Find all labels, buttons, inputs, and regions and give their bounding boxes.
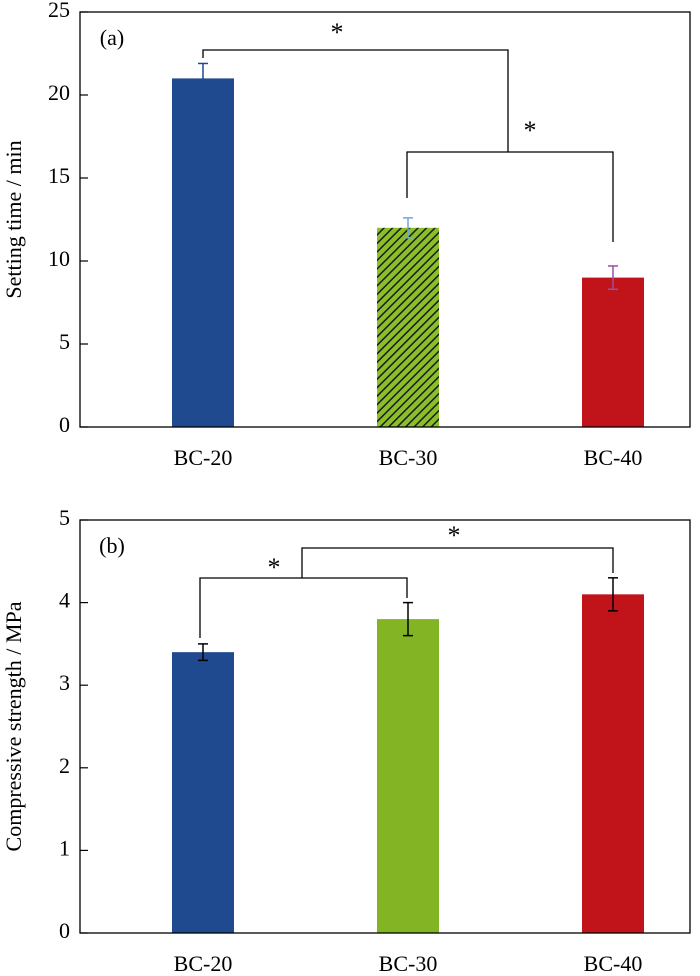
y-tick-label: 2 [59,753,70,778]
error-bar [198,643,208,662]
x-tick-label: BC-40 [584,445,643,470]
significance-star: * [524,116,537,145]
y-tick-label: 3 [59,670,70,695]
significance-bracket [406,151,614,242]
significance-bracket [199,577,408,638]
y-tick-label: 5 [59,329,70,354]
plot-frame [79,11,691,428]
significance-star: * [331,18,344,47]
bar [172,78,234,428]
bar [582,277,644,427]
bar [172,652,234,933]
y-tick-label: 1 [59,835,70,860]
significance-star: * [268,553,281,582]
error-bar [608,577,618,612]
x-tick-label: BC-40 [584,951,643,976]
y-axis-label: Setting time / min [1,140,26,298]
plot-frame [79,519,691,934]
y-tick-label: 0 [59,918,70,943]
x-tick-label: BC-20 [174,445,233,470]
y-tick-label: 10 [48,246,70,271]
x-tick-label: BC-30 [379,951,438,976]
bar [377,227,439,427]
error-bar [608,265,618,290]
y-tick-label: 15 [48,163,70,188]
significance-bracket [202,49,509,152]
y-tick-label: 25 [48,0,70,22]
y-tick-label: 0 [59,412,70,437]
y-tick-label: 20 [48,80,70,105]
x-tick-label: BC-20 [174,951,233,976]
error-bar [403,217,413,239]
error-bar [403,601,413,637]
y-tick-label: 5 [59,505,70,530]
bar [582,594,644,933]
panel-label: (a) [100,25,124,50]
error-bar [198,62,208,95]
bar [377,619,439,933]
panel-label: (b) [99,533,125,558]
significance-bracket [301,547,614,578]
y-tick-label: 4 [59,588,70,613]
y-axis-label: Compressive strength / MPa [1,601,26,851]
significance-star: * [448,521,461,550]
x-tick-label: BC-30 [379,445,438,470]
